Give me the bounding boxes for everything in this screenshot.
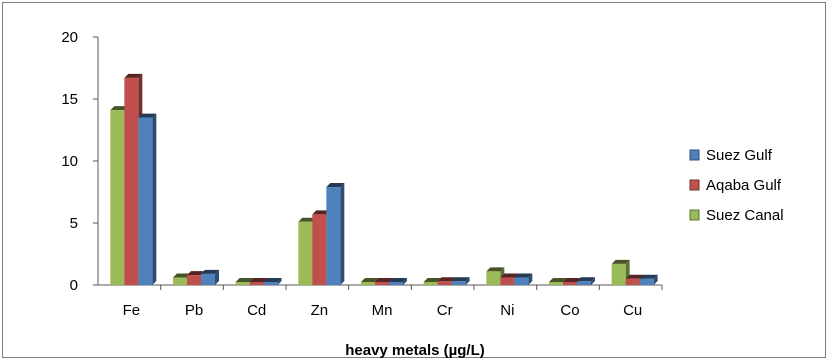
bar-front-face (298, 221, 313, 285)
bar (389, 278, 407, 285)
bar-front-face (639, 278, 654, 285)
bar-top-face (486, 267, 505, 272)
legend-label: Suez Gulf (706, 147, 773, 164)
bar (326, 183, 345, 285)
bar (514, 273, 533, 285)
legend: Suez Gulf Aqaba Gulf Suez Canal (689, 147, 784, 224)
bar-front-face (577, 281, 591, 285)
y-tick-label: 15 (61, 91, 78, 108)
bar (263, 278, 282, 285)
bar-top-face (437, 277, 456, 282)
bar-front-face (389, 282, 403, 285)
bar-side-face (277, 278, 282, 285)
y-tick-label: 20 (61, 29, 78, 46)
bar-top-face (235, 278, 254, 282)
bar-front-face (326, 187, 341, 285)
bar-top-face (263, 278, 282, 282)
bar-front-face (423, 282, 438, 285)
bar-top-face (625, 274, 644, 279)
legend-swatch (689, 149, 700, 161)
bar-side-face (591, 277, 595, 285)
bar-top-face (110, 106, 129, 111)
bar-top-face (361, 278, 379, 282)
bar-top-face (375, 278, 393, 282)
bar-front-face (375, 282, 389, 285)
bar-front-face (437, 281, 452, 285)
x-tick-label: Ni (500, 302, 514, 319)
bar-side-face (465, 277, 470, 285)
bar-top-face (124, 73, 143, 78)
bar-top-face (389, 278, 407, 282)
bar-top-face (611, 259, 630, 264)
bar (138, 113, 157, 285)
bar-top-face (249, 278, 268, 282)
bar-side-face (528, 273, 533, 285)
bar-front-face (563, 282, 577, 285)
bar-top-face (500, 273, 519, 278)
bar-top-face (201, 269, 219, 274)
bar-top-face (423, 278, 442, 282)
bar-front-face (235, 282, 250, 285)
bar (201, 269, 219, 285)
bar-top-face (639, 274, 658, 279)
bar-top-face (312, 210, 331, 215)
x-tick-label: Pb (185, 302, 203, 319)
bar-side-face (215, 269, 219, 285)
bar-front-face (611, 263, 626, 285)
bar-series-group (110, 73, 658, 285)
bar-side-face (340, 183, 345, 285)
legend-label: Suez Canal (706, 207, 784, 224)
bar-front-face (201, 273, 215, 285)
x-tick-label: Cu (623, 302, 642, 319)
x-tick-label: Cd (247, 302, 266, 319)
bar-top-face (326, 183, 345, 188)
bar-front-face (549, 282, 563, 285)
bar-side-face (653, 274, 658, 285)
bar-front-face (138, 117, 153, 285)
bar-side-face (403, 278, 407, 285)
bar-top-face (549, 278, 567, 282)
bar-top-face (298, 217, 317, 222)
tick-labels: 0 5 10 15 20 Fe Pb Cd Zn Mn Cr Ni Co Cu (61, 29, 642, 319)
bar (451, 277, 470, 285)
bar-top-face (187, 271, 205, 276)
y-tick-label: 10 (61, 153, 78, 170)
bar-top-face (514, 273, 533, 278)
legend-label: Aqaba Gulf (706, 177, 782, 194)
bar-top-face (451, 277, 470, 282)
bar-front-face (173, 277, 187, 285)
bar-top-face (138, 113, 157, 118)
axes (93, 36, 663, 290)
x-axis-title: heavy metals (µg/L) (345, 342, 485, 359)
y-tick-label: 5 (70, 215, 78, 232)
bar-front-face (249, 282, 264, 285)
x-tick-label: Mn (372, 302, 393, 319)
bar-front-face (361, 282, 375, 285)
x-tick-label: Cr (437, 302, 453, 319)
x-tick-label: Zn (311, 302, 329, 319)
bar-top-face (577, 277, 595, 282)
bar (577, 277, 595, 285)
x-tick-label: Co (560, 302, 579, 319)
bar-front-face (514, 277, 529, 285)
bar-front-face (486, 271, 501, 285)
bar-front-face (451, 281, 466, 285)
bar-front-face (312, 214, 327, 285)
y-tick-label: 0 (70, 277, 78, 294)
bar-top-face (173, 273, 191, 278)
legend-swatch (689, 179, 700, 191)
bar-top-face (563, 278, 581, 282)
bar-front-face (263, 282, 278, 285)
bar-front-face (625, 278, 640, 285)
bar-front-face (110, 110, 125, 285)
legend-swatch (689, 209, 700, 221)
bar-front-face (124, 77, 139, 285)
bar-front-face (500, 277, 515, 285)
x-tick-label: Fe (123, 302, 141, 319)
bar-side-face (152, 113, 157, 285)
bar (639, 274, 658, 285)
bar-front-face (187, 275, 201, 285)
